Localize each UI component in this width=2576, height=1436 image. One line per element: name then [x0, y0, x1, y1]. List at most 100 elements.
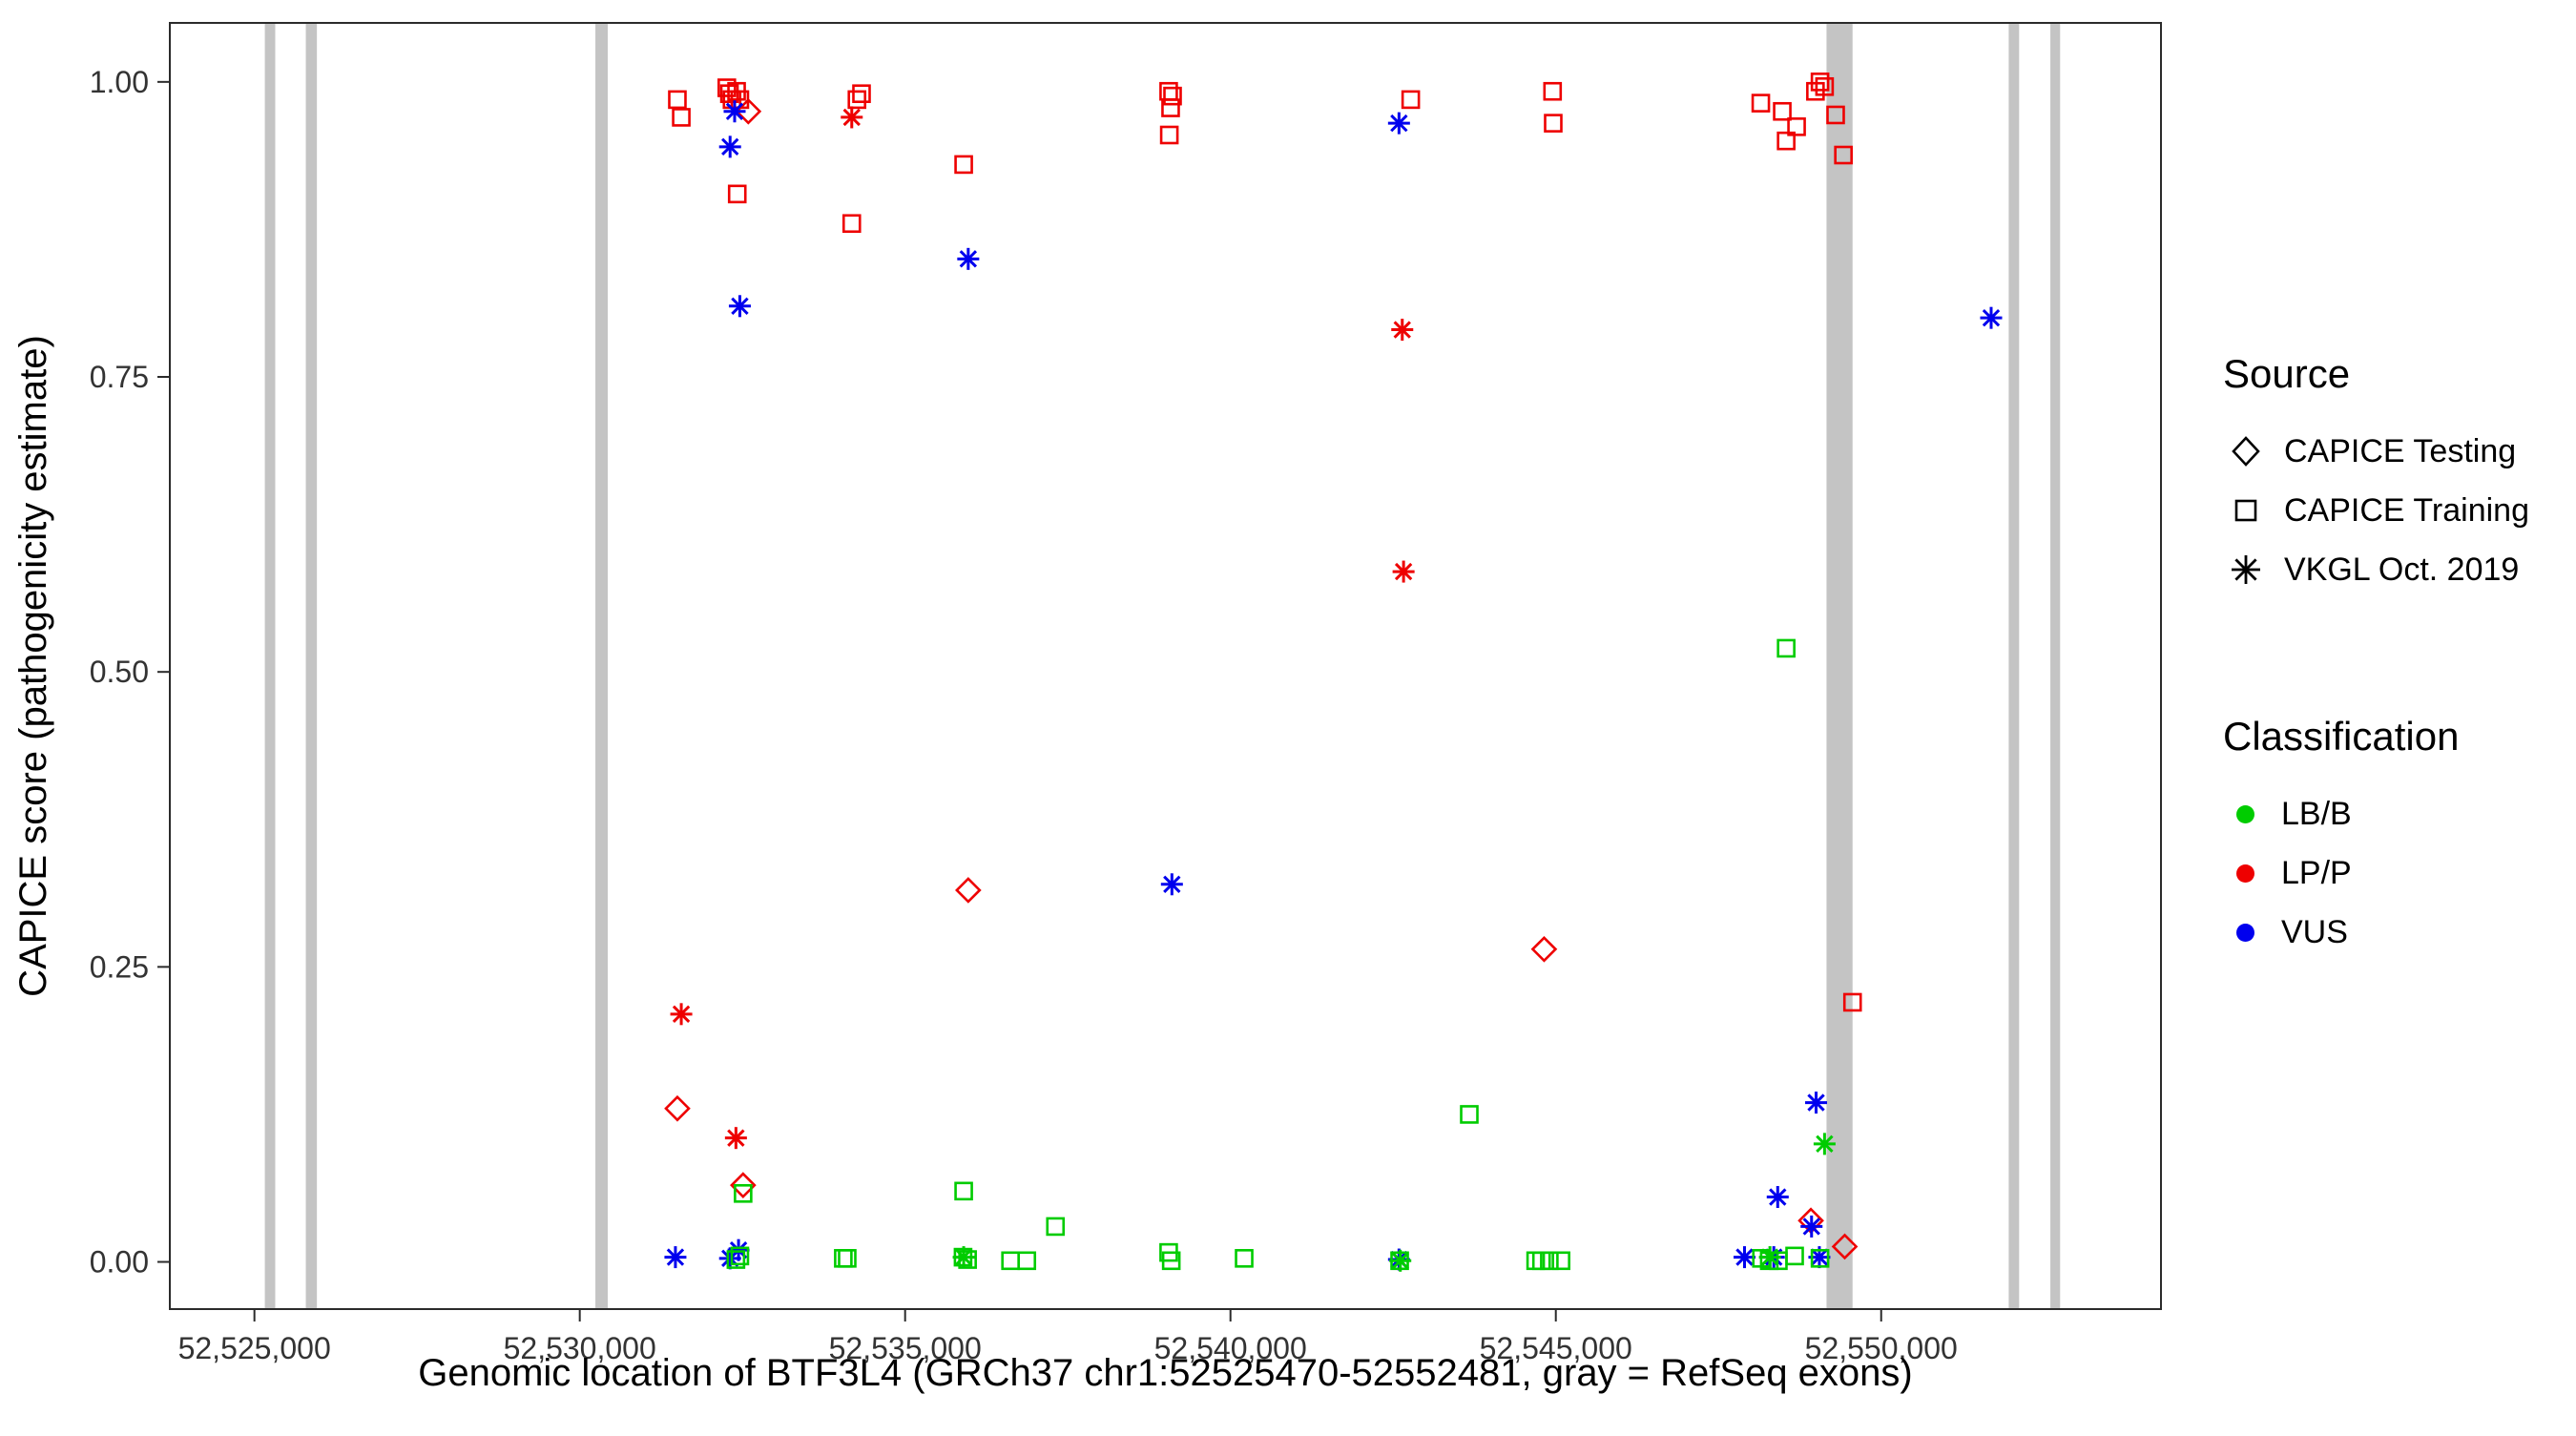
point-asterisk	[1734, 1246, 1756, 1269]
point-square	[1017, 1251, 1037, 1271]
point-asterisk	[1813, 1133, 1836, 1155]
point-asterisk	[1389, 1249, 1412, 1272]
point-square	[847, 90, 867, 110]
legend-item-capice-testing: CAPICE Testing	[2223, 422, 2529, 481]
point-square	[1540, 1251, 1559, 1271]
point-square	[1776, 131, 1796, 151]
blue-dot-icon	[2236, 923, 2254, 942]
point-square	[727, 184, 747, 204]
refseq-exon-bar	[2008, 23, 2020, 1309]
green-dot-icon	[2236, 804, 2254, 823]
point-diamond	[735, 97, 762, 125]
legend-item-vkgl: VKGL Oct. 2019	[2223, 540, 2529, 599]
point-square	[838, 1249, 857, 1268]
legend-label: VUS	[2281, 913, 2348, 950]
point-square	[852, 84, 871, 104]
point-square	[1159, 125, 1179, 145]
x-tick-label: 52,545,000	[1480, 1331, 1632, 1365]
point-square	[1826, 105, 1845, 125]
point-asterisk	[1758, 1246, 1781, 1269]
legend-spacer	[2223, 599, 2529, 714]
diamond-icon	[2232, 436, 2260, 467]
y-tick-label: 0.50	[90, 655, 149, 689]
point-square	[1046, 1217, 1066, 1237]
point-diamond	[1831, 1233, 1859, 1260]
point-square	[954, 155, 973, 175]
point-diamond	[1530, 935, 1558, 963]
point-square	[1161, 1251, 1181, 1271]
point-asterisk	[723, 100, 746, 123]
legend-label: CAPICE Training	[2284, 491, 2529, 529]
point-square	[954, 1181, 973, 1201]
x-tick-label: 52,530,000	[504, 1331, 656, 1365]
refseq-exon-bar	[595, 23, 609, 1309]
point-asterisk	[957, 247, 980, 270]
point-square	[841, 214, 862, 234]
point-asterisk	[952, 1246, 975, 1269]
y-tick-label: 0.25	[90, 949, 149, 984]
point-square	[1401, 90, 1421, 110]
point-asterisk	[1391, 319, 1414, 342]
refseq-exon-bar	[1826, 23, 1853, 1309]
y-tick-label: 0.00	[90, 1245, 149, 1280]
refseq-exon-bar	[305, 23, 318, 1309]
legend-item-lpp: LP/P	[2223, 843, 2529, 903]
point-square	[1751, 94, 1771, 113]
point-square	[1834, 145, 1853, 165]
legend-label: CAPICE Testing	[2284, 432, 2517, 469]
point-square	[1460, 1105, 1479, 1124]
point-square	[668, 90, 687, 110]
point-diamond	[664, 1094, 691, 1122]
point-asterisk	[1766, 1186, 1789, 1209]
legend-classification-title: Classification	[2223, 714, 2460, 759]
point-square	[1161, 98, 1180, 117]
point-asterisk	[728, 295, 751, 318]
point-asterisk	[664, 1246, 687, 1269]
y-axis-title: CAPICE score (pathogenicity estimate)	[12, 335, 54, 997]
point-square	[1543, 81, 1563, 101]
point-asterisk	[841, 106, 863, 129]
point-square	[1776, 638, 1796, 658]
x-tick-label: 52,540,000	[1154, 1331, 1307, 1365]
point-square	[1163, 86, 1182, 106]
points-layer	[664, 73, 2003, 1272]
x-tick-label: 52,525,000	[178, 1331, 331, 1365]
point-asterisk	[1160, 873, 1183, 896]
y-tick-label: 0.75	[90, 360, 149, 394]
point-asterisk	[670, 1003, 693, 1026]
point-square	[1551, 1251, 1570, 1271]
point-square	[1001, 1251, 1020, 1271]
square-icon	[2234, 499, 2257, 522]
point-diamond	[730, 1172, 757, 1198]
point-square	[730, 1246, 750, 1266]
point-square	[717, 78, 737, 97]
point-asterisk	[1980, 306, 2003, 329]
point-asterisk	[1392, 560, 1415, 583]
legend-label: VKGL Oct. 2019	[2284, 551, 2520, 588]
point-square	[1842, 992, 1862, 1012]
refseq-exon-bar	[264, 23, 276, 1309]
x-axis-title: Genomic location of BTF3L4 (GRCh37 chr1:…	[418, 1352, 1912, 1394]
point-square	[1544, 114, 1563, 133]
point-square	[1159, 81, 1178, 101]
legend-label: LP/P	[2281, 854, 2352, 891]
x-tick-label: 52,535,000	[829, 1331, 982, 1365]
point-diamond	[955, 877, 982, 904]
point-square	[1773, 101, 1792, 121]
point-asterisk	[718, 135, 741, 158]
legend-label: LB/B	[2281, 795, 2352, 832]
panel-border	[169, 22, 2162, 1310]
refseq-exon-bar	[2050, 23, 2061, 1309]
x-tick-label: 52,550,000	[1805, 1331, 1958, 1365]
point-square	[1785, 1246, 1804, 1266]
point-square	[734, 1184, 753, 1203]
point-square	[1787, 117, 1806, 136]
legend: Source CAPICE Testing CAPICE Training	[2223, 351, 2529, 962]
asterisk-icon	[2232, 555, 2260, 584]
point-square	[672, 108, 691, 127]
point-square	[834, 1249, 853, 1268]
legend-item-lbb: LB/B	[2223, 784, 2529, 843]
point-square	[1810, 73, 1830, 92]
point-square	[1810, 1249, 1830, 1268]
red-dot-icon	[2236, 864, 2254, 883]
